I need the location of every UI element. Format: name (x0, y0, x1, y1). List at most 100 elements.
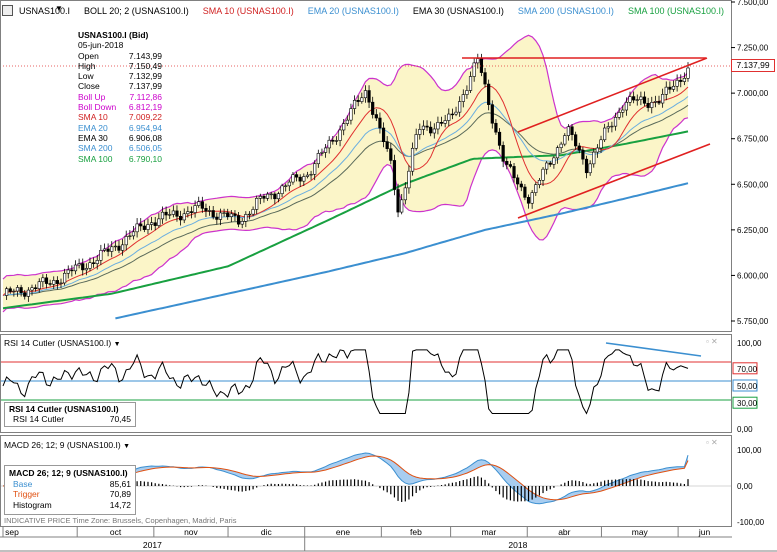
month-label: oct (109, 527, 122, 537)
candle (454, 106, 458, 117)
candle (472, 57, 476, 82)
candle (639, 91, 643, 106)
candle (559, 141, 563, 153)
chevron-down-icon[interactable]: ▼ (123, 443, 130, 450)
rsi-divergence-line (605, 342, 702, 357)
candle (650, 96, 654, 114)
month-label: dic (260, 527, 272, 537)
candle (294, 171, 299, 182)
info-row-value: 7.143,99 (128, 50, 162, 61)
info-row: Boll Down 6.812,19 (78, 102, 162, 112)
candle (30, 284, 34, 296)
candle (537, 177, 542, 189)
candle (458, 96, 462, 117)
candle (19, 284, 23, 297)
candle (505, 157, 509, 170)
sma10-line (2, 85, 689, 296)
candle (63, 268, 67, 286)
candle (526, 194, 531, 209)
candle (603, 123, 607, 142)
candle (465, 85, 469, 99)
rsi-header[interactable]: RSI 14 Cutler (USNAS100.I) ▼ (4, 338, 121, 348)
info-title: USNAS100.I (Bid) (78, 30, 149, 40)
candle (149, 216, 154, 231)
candle (164, 206, 168, 221)
macd-histogram (6, 476, 689, 502)
candle (592, 148, 596, 168)
candle (327, 136, 331, 154)
month-label: jun (698, 527, 711, 537)
price-tick-label: 7.250,00 (737, 44, 769, 53)
candle (258, 193, 262, 205)
macd-row: Histogram 14,72 (9, 500, 131, 511)
candle (175, 205, 179, 222)
candle (106, 243, 110, 257)
candle (516, 174, 520, 190)
chart-settings-icon[interactable] (2, 5, 13, 16)
rsi-panel-icons[interactable]: ▫ ✕ (706, 337, 718, 346)
month-label: may (631, 527, 648, 537)
info-row: EMA 20 6.954,94 (78, 123, 162, 133)
macd-panel-icons[interactable]: ▫ ✕ (706, 438, 718, 447)
info-row-value: 6.790,10 (128, 153, 162, 164)
candlestick-series (5, 53, 690, 302)
candle (574, 131, 578, 150)
candle (52, 276, 56, 289)
info-row: Close 7.137,99 (78, 81, 162, 91)
rsi-panel-frame (0, 334, 732, 433)
legend-sma100[interactable]: SMA 100 (USNAS100.I) (627, 5, 724, 16)
macd-y-axis: 100,00 0,00 -100,00 (737, 446, 765, 527)
candle (494, 119, 498, 135)
price-panel-frame (0, 0, 732, 332)
legend-usnas100[interactable]: USNAS100.I (19, 5, 71, 16)
legend-sma10[interactable]: SMA 10 (USNAS100.I) (202, 5, 294, 16)
candle (200, 196, 204, 213)
legend-sma200[interactable]: SMA 200 (USNAS100.I) (517, 5, 614, 16)
candle (606, 122, 610, 133)
candle (204, 203, 208, 218)
candle (153, 216, 157, 231)
rsi-box-label: RSI 14 Cutler (13, 414, 65, 424)
candle (418, 123, 422, 140)
candle (233, 210, 237, 221)
candle (77, 258, 81, 269)
macd-header[interactable]: MACD 26; 12; 9 (USNAS100.I) ▼ (4, 440, 130, 450)
year-label: 2017 (142, 540, 162, 550)
candle (563, 133, 567, 147)
price-tick-label: 6.750,00 (737, 135, 769, 144)
candle (298, 174, 302, 187)
candle (240, 217, 244, 229)
macd-row-label: Histogram (13, 499, 52, 510)
legend-ema20[interactable]: EMA 20 (USNAS100.I) (307, 5, 399, 16)
footer-note: INDICATIVE PRICE Time Zone: Brussels, Co… (4, 516, 237, 525)
year-label: 2018 (508, 540, 528, 550)
info-row: SMA 10 7.009,22 (78, 112, 162, 122)
macd-tick-label: 100,00 (737, 446, 762, 455)
candle (193, 200, 197, 218)
legend-boll[interactable]: BOLL 20; 2 (USNAS100.I) (84, 5, 189, 16)
candle (26, 287, 30, 302)
candle (139, 218, 143, 232)
info-row-value: 7.112,86 (129, 91, 162, 102)
price-tick-label: 6.500,00 (737, 180, 769, 189)
candle (599, 135, 603, 154)
candle (334, 136, 339, 145)
candle (545, 160, 549, 175)
candle (664, 81, 668, 101)
candle (262, 193, 266, 203)
info-row-value: 7.009,22 (128, 112, 162, 123)
candle (291, 172, 295, 185)
candle (168, 208, 172, 219)
chevron-down-icon[interactable]: ▼ (55, 4, 63, 13)
candle (668, 81, 672, 94)
macd-row: Trigger 70,89 (9, 489, 131, 500)
legend-ema30[interactable]: EMA 30 (USNAS100.I) (412, 5, 504, 16)
candle (367, 85, 371, 108)
x-axis (2, 527, 679, 551)
candle (410, 142, 415, 176)
info-row-value: 7.150,49 (128, 60, 162, 71)
candle (501, 141, 505, 168)
info-row-label: High (78, 60, 96, 71)
candle (436, 116, 440, 135)
chevron-down-icon[interactable]: ▼ (113, 341, 121, 348)
